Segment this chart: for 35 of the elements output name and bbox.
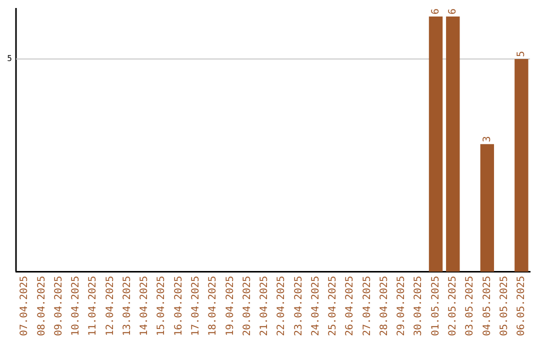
x-tick-label: 18.04.2025 bbox=[208, 276, 219, 336]
x-tick-label: 29.04.2025 bbox=[396, 276, 408, 336]
x-tick-label: 13.04.2025 bbox=[122, 276, 133, 336]
x-tick-label: 25.04.2025 bbox=[328, 276, 339, 336]
x-tick-label: 06.05.2025 bbox=[516, 276, 528, 336]
x-tick-label: 01.05.2025 bbox=[430, 276, 442, 336]
x-tick-label: 16.04.2025 bbox=[173, 276, 184, 336]
x-tick-label: 20.04.2025 bbox=[242, 276, 253, 336]
x-tick-label: 15.04.2025 bbox=[156, 276, 168, 336]
x-tick-label: 07.04.2025 bbox=[19, 276, 30, 336]
x-tick-label: 03.05.2025 bbox=[464, 276, 476, 336]
data-label: 6 bbox=[430, 8, 442, 15]
x-tick-label: 09.04.2025 bbox=[53, 276, 64, 336]
x-tick-label: 30.04.2025 bbox=[413, 276, 424, 336]
data-label: 5 bbox=[516, 51, 528, 58]
x-tick-label: 08.04.2025 bbox=[36, 276, 48, 336]
data-label: 6 bbox=[447, 8, 458, 15]
x-tick-label: 05.05.2025 bbox=[498, 276, 510, 336]
x-tick-label: 19.04.2025 bbox=[224, 276, 236, 336]
x-tick-label: 12.04.2025 bbox=[104, 276, 116, 336]
data-label: 3 bbox=[482, 136, 493, 142]
x-tick-label: 24.04.2025 bbox=[310, 276, 322, 336]
x-tick-label: 11.04.2025 bbox=[88, 276, 99, 336]
x-tick-label: 26.04.2025 bbox=[344, 276, 356, 336]
x-tick-label: 22.04.2025 bbox=[276, 276, 288, 336]
ref-line-label: 5 bbox=[7, 54, 12, 64]
x-tick-label: 27.04.2025 bbox=[362, 276, 373, 336]
x-tick-label: 17.04.2025 bbox=[190, 276, 202, 336]
x-tick-label: 04.05.2025 bbox=[482, 276, 493, 336]
x-tick-label: 02.05.2025 bbox=[447, 276, 458, 336]
x-tick-label: 21.04.2025 bbox=[259, 276, 270, 336]
x-tick-label: 10.04.2025 bbox=[70, 276, 82, 336]
x-tick-label: 28.04.2025 bbox=[378, 276, 390, 336]
x-tick-label: 23.04.2025 bbox=[293, 276, 304, 336]
x-tick-label: 14.04.2025 bbox=[139, 276, 150, 336]
